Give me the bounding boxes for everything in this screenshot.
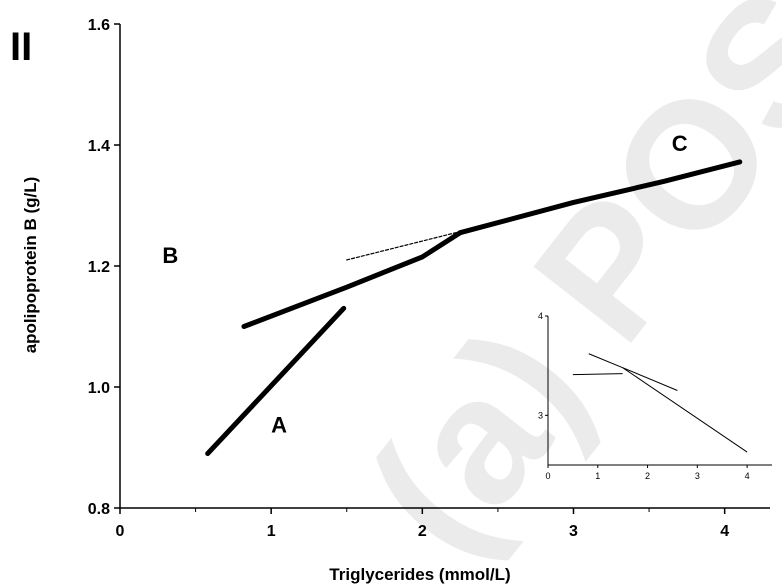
inset-x-tick-label: 2 [645,471,650,481]
x-tick-label: 2 [418,523,427,540]
y-tick-label: 1.0 [88,380,110,397]
y-tick-label: 0.8 [88,501,110,518]
inset-x-tick-label: 1 [595,471,600,481]
y-tick-label: 1.4 [88,138,110,155]
series-label-b: B [162,243,178,268]
x-tick-label: 0 [116,523,125,540]
inset-x-tick-label: 4 [745,471,750,481]
series-label-c: C [672,131,688,156]
main-series [205,159,743,457]
y-axis-title: apolipoprotein B (g/L) [21,177,40,354]
inset-chart: 0 1 2 3 4 3 4 [538,311,772,481]
y-tick-label: 1.2 [88,259,110,276]
series-line-a [205,305,347,457]
series-line-c [457,159,743,236]
x-tick-label: 4 [720,523,729,540]
y-tick-label: 1.6 [88,17,110,34]
series-line-dashed [346,229,469,261]
watermark-text: (a) POSTER [330,0,782,587]
series-line-b [241,230,463,329]
main-axes: 0 1 2 3 4 0.8 1.0 1.2 1.4 1.6 [88,17,770,540]
x-tick-label: 3 [569,523,578,540]
x-tick-label: 1 [267,523,276,540]
x-axis-title: Triglycerides (mmol/L) [329,565,510,584]
inset-series-line-1 [572,373,623,376]
inset-x-tick-label: 0 [545,471,550,481]
main-series-labels: A B C [162,131,687,437]
watermark: (a) POSTER [330,0,782,587]
panel-label: II [10,25,32,69]
inset-y-tick-label: 4 [538,311,543,321]
inset-y-tick-label: 3 [538,410,543,420]
inset-x-tick-label: 3 [695,471,700,481]
series-label-a: A [271,412,287,437]
inset-series-line-3 [622,367,748,453]
